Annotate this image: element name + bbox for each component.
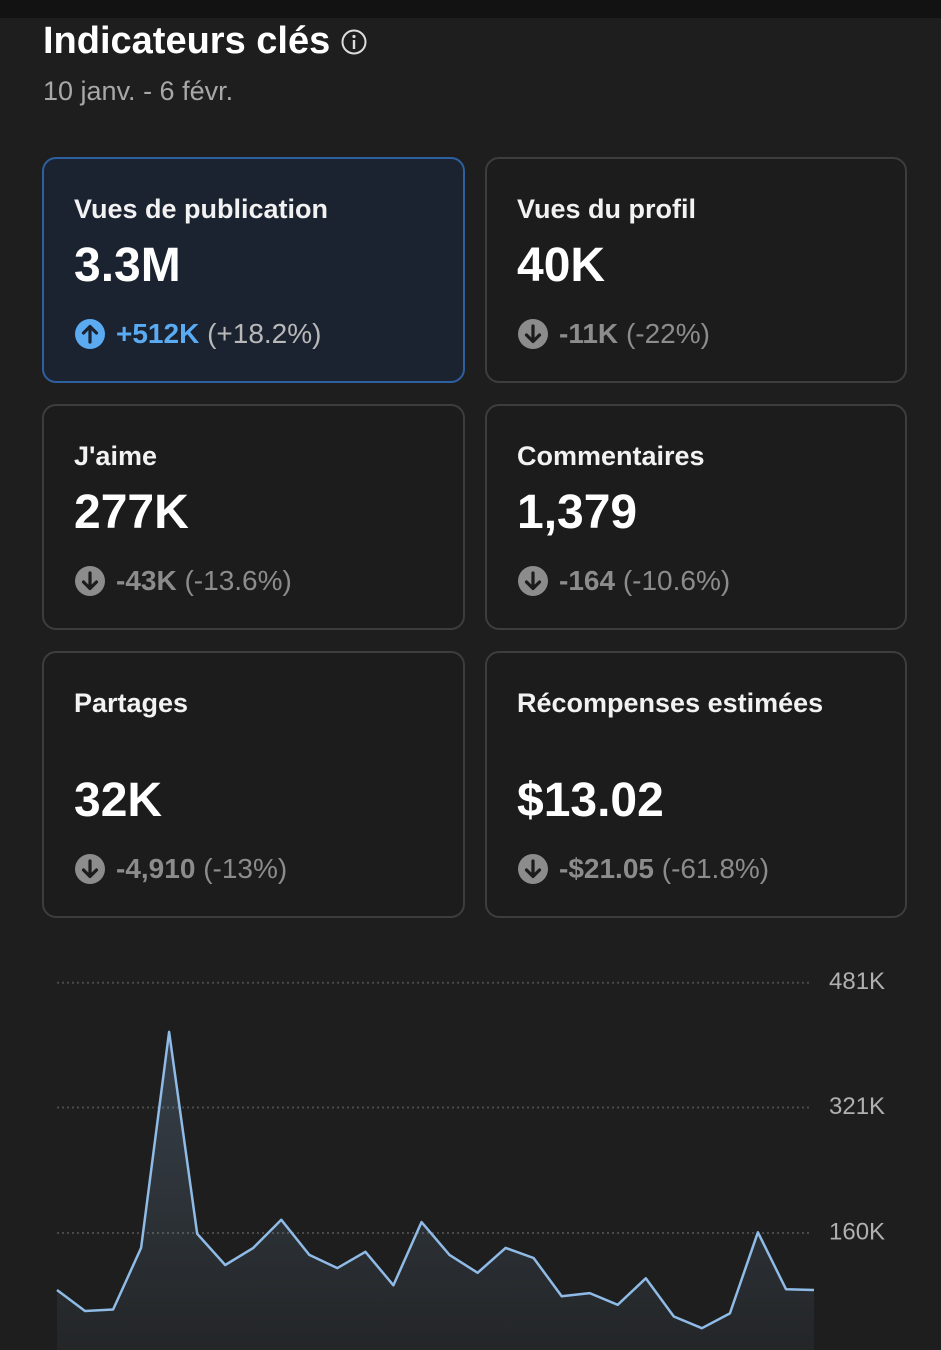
down-icon [518, 566, 548, 596]
metric-change: -11K (-22%) [517, 314, 875, 354]
down-icon [518, 319, 548, 349]
subtitle: 10 janv. - 6 févr. [43, 76, 234, 106]
header: Indicateurs clés [43, 20, 368, 63]
metric-percent: (-13.6%) [184, 565, 292, 596]
y-tick-label: 160K [829, 1218, 885, 1245]
metric-delta: -11K [559, 318, 619, 349]
metric-label: Partages [74, 688, 189, 718]
metric-card[interactable]: Partages 32K -4,910 (-13%) [42, 651, 465, 918]
metric-card[interactable]: Récompenses estimées $13.02 -$21.05 (-61.8… [485, 651, 907, 918]
metric-card[interactable]: Vues du profil 40K -11K (-22%) [485, 157, 907, 383]
metric-label: Récompenses estimées [517, 688, 824, 718]
metric-delta: +512K [116, 318, 200, 349]
metric-label: Vues de publication [74, 194, 329, 224]
metric-value: 1,379 [517, 486, 638, 539]
metric-change: -$21.05 (-61.8%) [517, 849, 875, 889]
metric-delta: -43K [116, 565, 177, 596]
metric-delta: -4,910 [116, 853, 196, 884]
change-text: -43K (-13.6%) [116, 561, 292, 601]
metric-percent: (-22%) [625, 318, 710, 349]
change-text: +512K (+18.2%) [116, 314, 321, 354]
metric-label: Vues du profil [517, 194, 697, 224]
line [56, 1030, 815, 1330]
area [57, 1031, 814, 1350]
metric-percent: (-61.8%) [661, 853, 770, 884]
metric-card[interactable]: J'aime 277K -43K (-13.6%) [42, 404, 465, 630]
down-icon [75, 566, 105, 596]
metric-value: 277K [74, 486, 189, 539]
metric-change: -4,910 (-13%) [74, 849, 433, 889]
metric-label: Commentaires [517, 441, 705, 471]
title: Indicateurs clés [43, 20, 331, 62]
change-text: -4,910 (-13%) [116, 849, 287, 889]
down-icon [75, 854, 105, 884]
metric-percent: (+18.2%) [207, 318, 322, 349]
down-icon [518, 854, 548, 884]
metric-label: J'aime [74, 441, 157, 471]
metric-value: 3.3M [74, 239, 181, 292]
up-icon [75, 319, 105, 349]
metric-change: +512K (+18.2%) [74, 314, 433, 354]
metric-card[interactable]: Commentaires 1,379 -164 (-10.6%) [485, 404, 907, 630]
y-tick-label: 321K [829, 1093, 885, 1120]
metric-card[interactable]: Vues de publication 3.3M +512K (+18.2%) [42, 157, 465, 383]
metric-value: 40K [517, 239, 606, 292]
metric-delta: -164 [559, 565, 616, 596]
top-bar [0, 0, 941, 18]
card-grid: Vues de publication 3.3M +512K (+18.2%) Vue… [42, 157, 907, 918]
change-text: -$21.05 (-61.8%) [559, 849, 769, 889]
info-icon[interactable] [340, 28, 368, 56]
metric-change: -164 (-10.6%) [517, 561, 875, 601]
y-tick-label: 481K [829, 968, 885, 995]
metric-value: 32K [74, 774, 163, 827]
change-text: -164 (-10.6%) [559, 561, 730, 601]
metric-percent: (-10.6%) [622, 565, 731, 596]
metric-change: -43K (-13.6%) [74, 561, 433, 601]
change-text: -11K (-22%) [559, 314, 710, 354]
metric-delta: -$21.05 [559, 853, 654, 884]
metric-percent: (-13%) [203, 853, 288, 884]
metric-value: $13.02 [517, 774, 664, 827]
